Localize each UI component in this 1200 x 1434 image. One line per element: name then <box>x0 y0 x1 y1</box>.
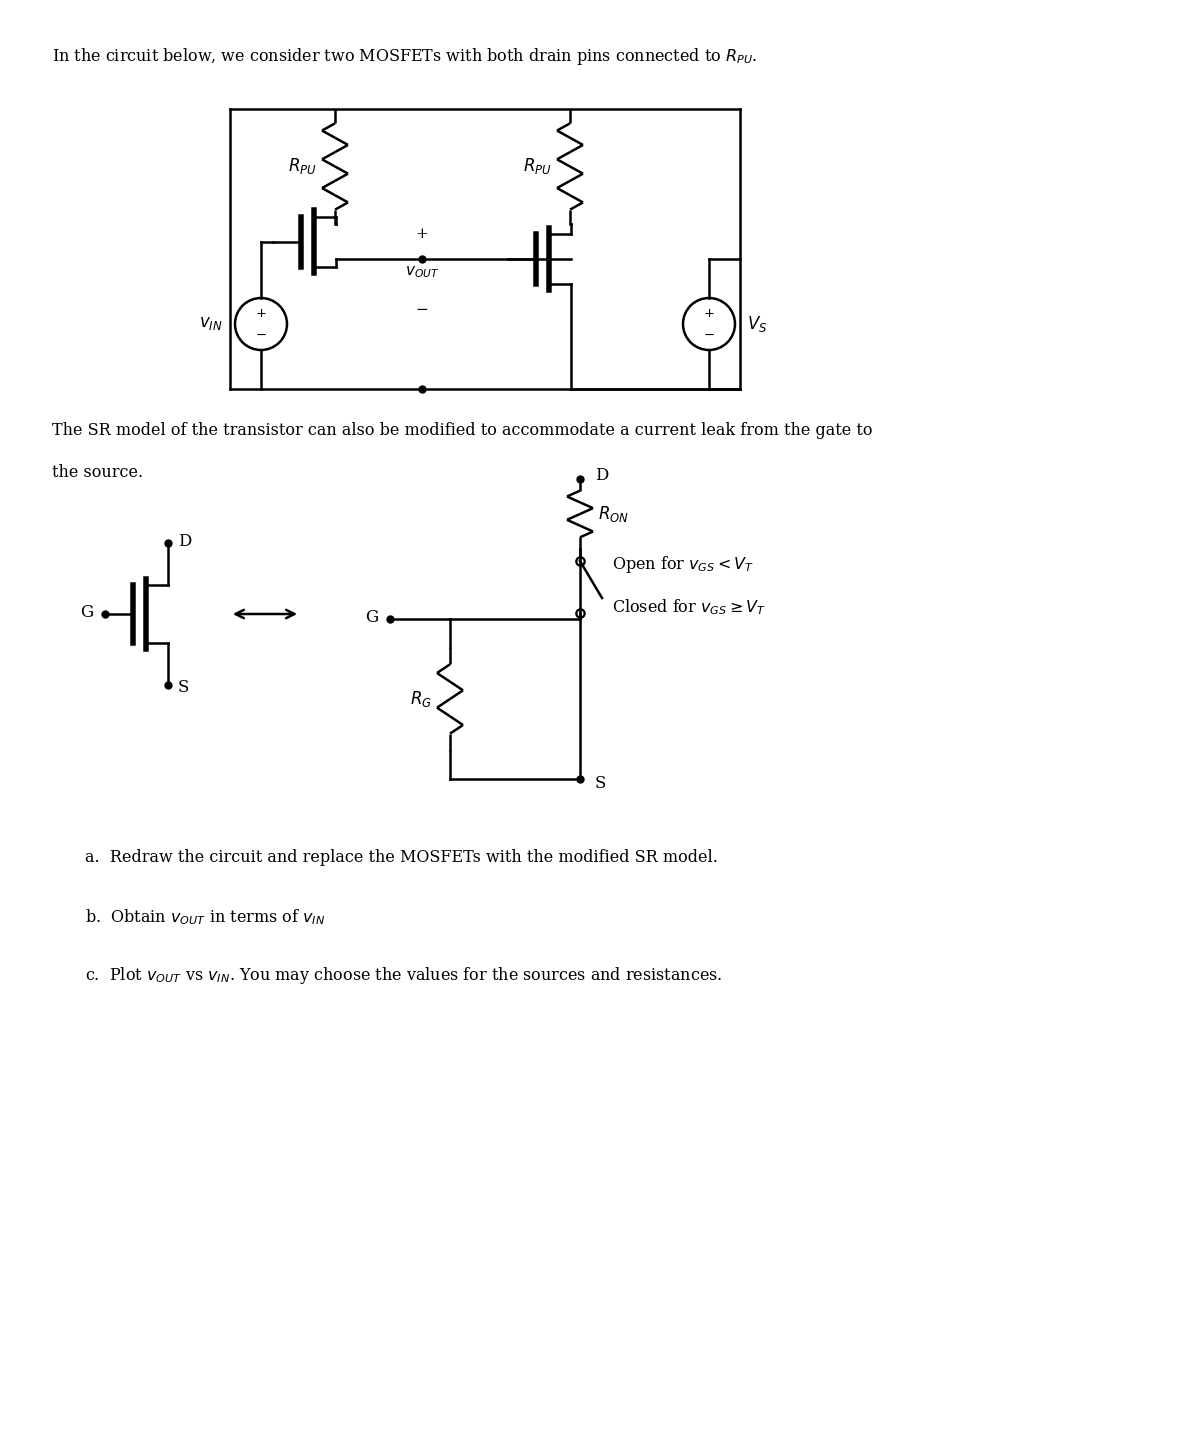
Text: $-$: $-$ <box>703 328 715 341</box>
Text: $R_{PU}$: $R_{PU}$ <box>523 156 552 176</box>
Text: Open for $v_{GS} < V_T$: Open for $v_{GS} < V_T$ <box>612 555 755 575</box>
Text: $-$: $-$ <box>256 328 266 341</box>
Text: the source.: the source. <box>52 465 143 480</box>
Text: G: G <box>80 604 94 621</box>
Text: S: S <box>595 774 606 792</box>
Text: +: + <box>256 307 266 320</box>
Text: $R_{ON}$: $R_{ON}$ <box>598 503 629 523</box>
Text: S: S <box>178 678 190 695</box>
Text: $V_S$: $V_S$ <box>748 314 767 334</box>
Text: $v_{IN}$: $v_{IN}$ <box>199 315 223 333</box>
Text: $R_G$: $R_G$ <box>410 688 432 708</box>
Text: $R_{PU}$: $R_{PU}$ <box>288 156 317 176</box>
Text: In the circuit below, we consider two MOSFETs with both drain pins connected to : In the circuit below, we consider two MO… <box>52 46 757 67</box>
Text: D: D <box>178 532 191 549</box>
Text: +: + <box>703 307 714 320</box>
Text: D: D <box>595 466 608 483</box>
Text: Closed for $v_{GS} \geq V_T$: Closed for $v_{GS} \geq V_T$ <box>612 597 766 617</box>
Text: The SR model of the transistor can also be modified to accommodate a current lea: The SR model of the transistor can also … <box>52 422 872 439</box>
Text: G: G <box>365 608 378 625</box>
Text: $-$: $-$ <box>415 301 428 315</box>
Text: b.  Obtain $v_{OUT}$ in terms of $v_{IN}$: b. Obtain $v_{OUT}$ in terms of $v_{IN}$ <box>85 906 325 926</box>
Text: a.  Redraw the circuit and replace the MOSFETs with the modified SR model.: a. Redraw the circuit and replace the MO… <box>85 849 718 866</box>
Text: $v_{OUT}$: $v_{OUT}$ <box>404 264 439 280</box>
Text: c.  Plot $v_{OUT}$ vs $v_{IN}$. You may choose the values for the sources and re: c. Plot $v_{OUT}$ vs $v_{IN}$. You may c… <box>85 965 722 987</box>
Text: +: + <box>415 227 428 241</box>
